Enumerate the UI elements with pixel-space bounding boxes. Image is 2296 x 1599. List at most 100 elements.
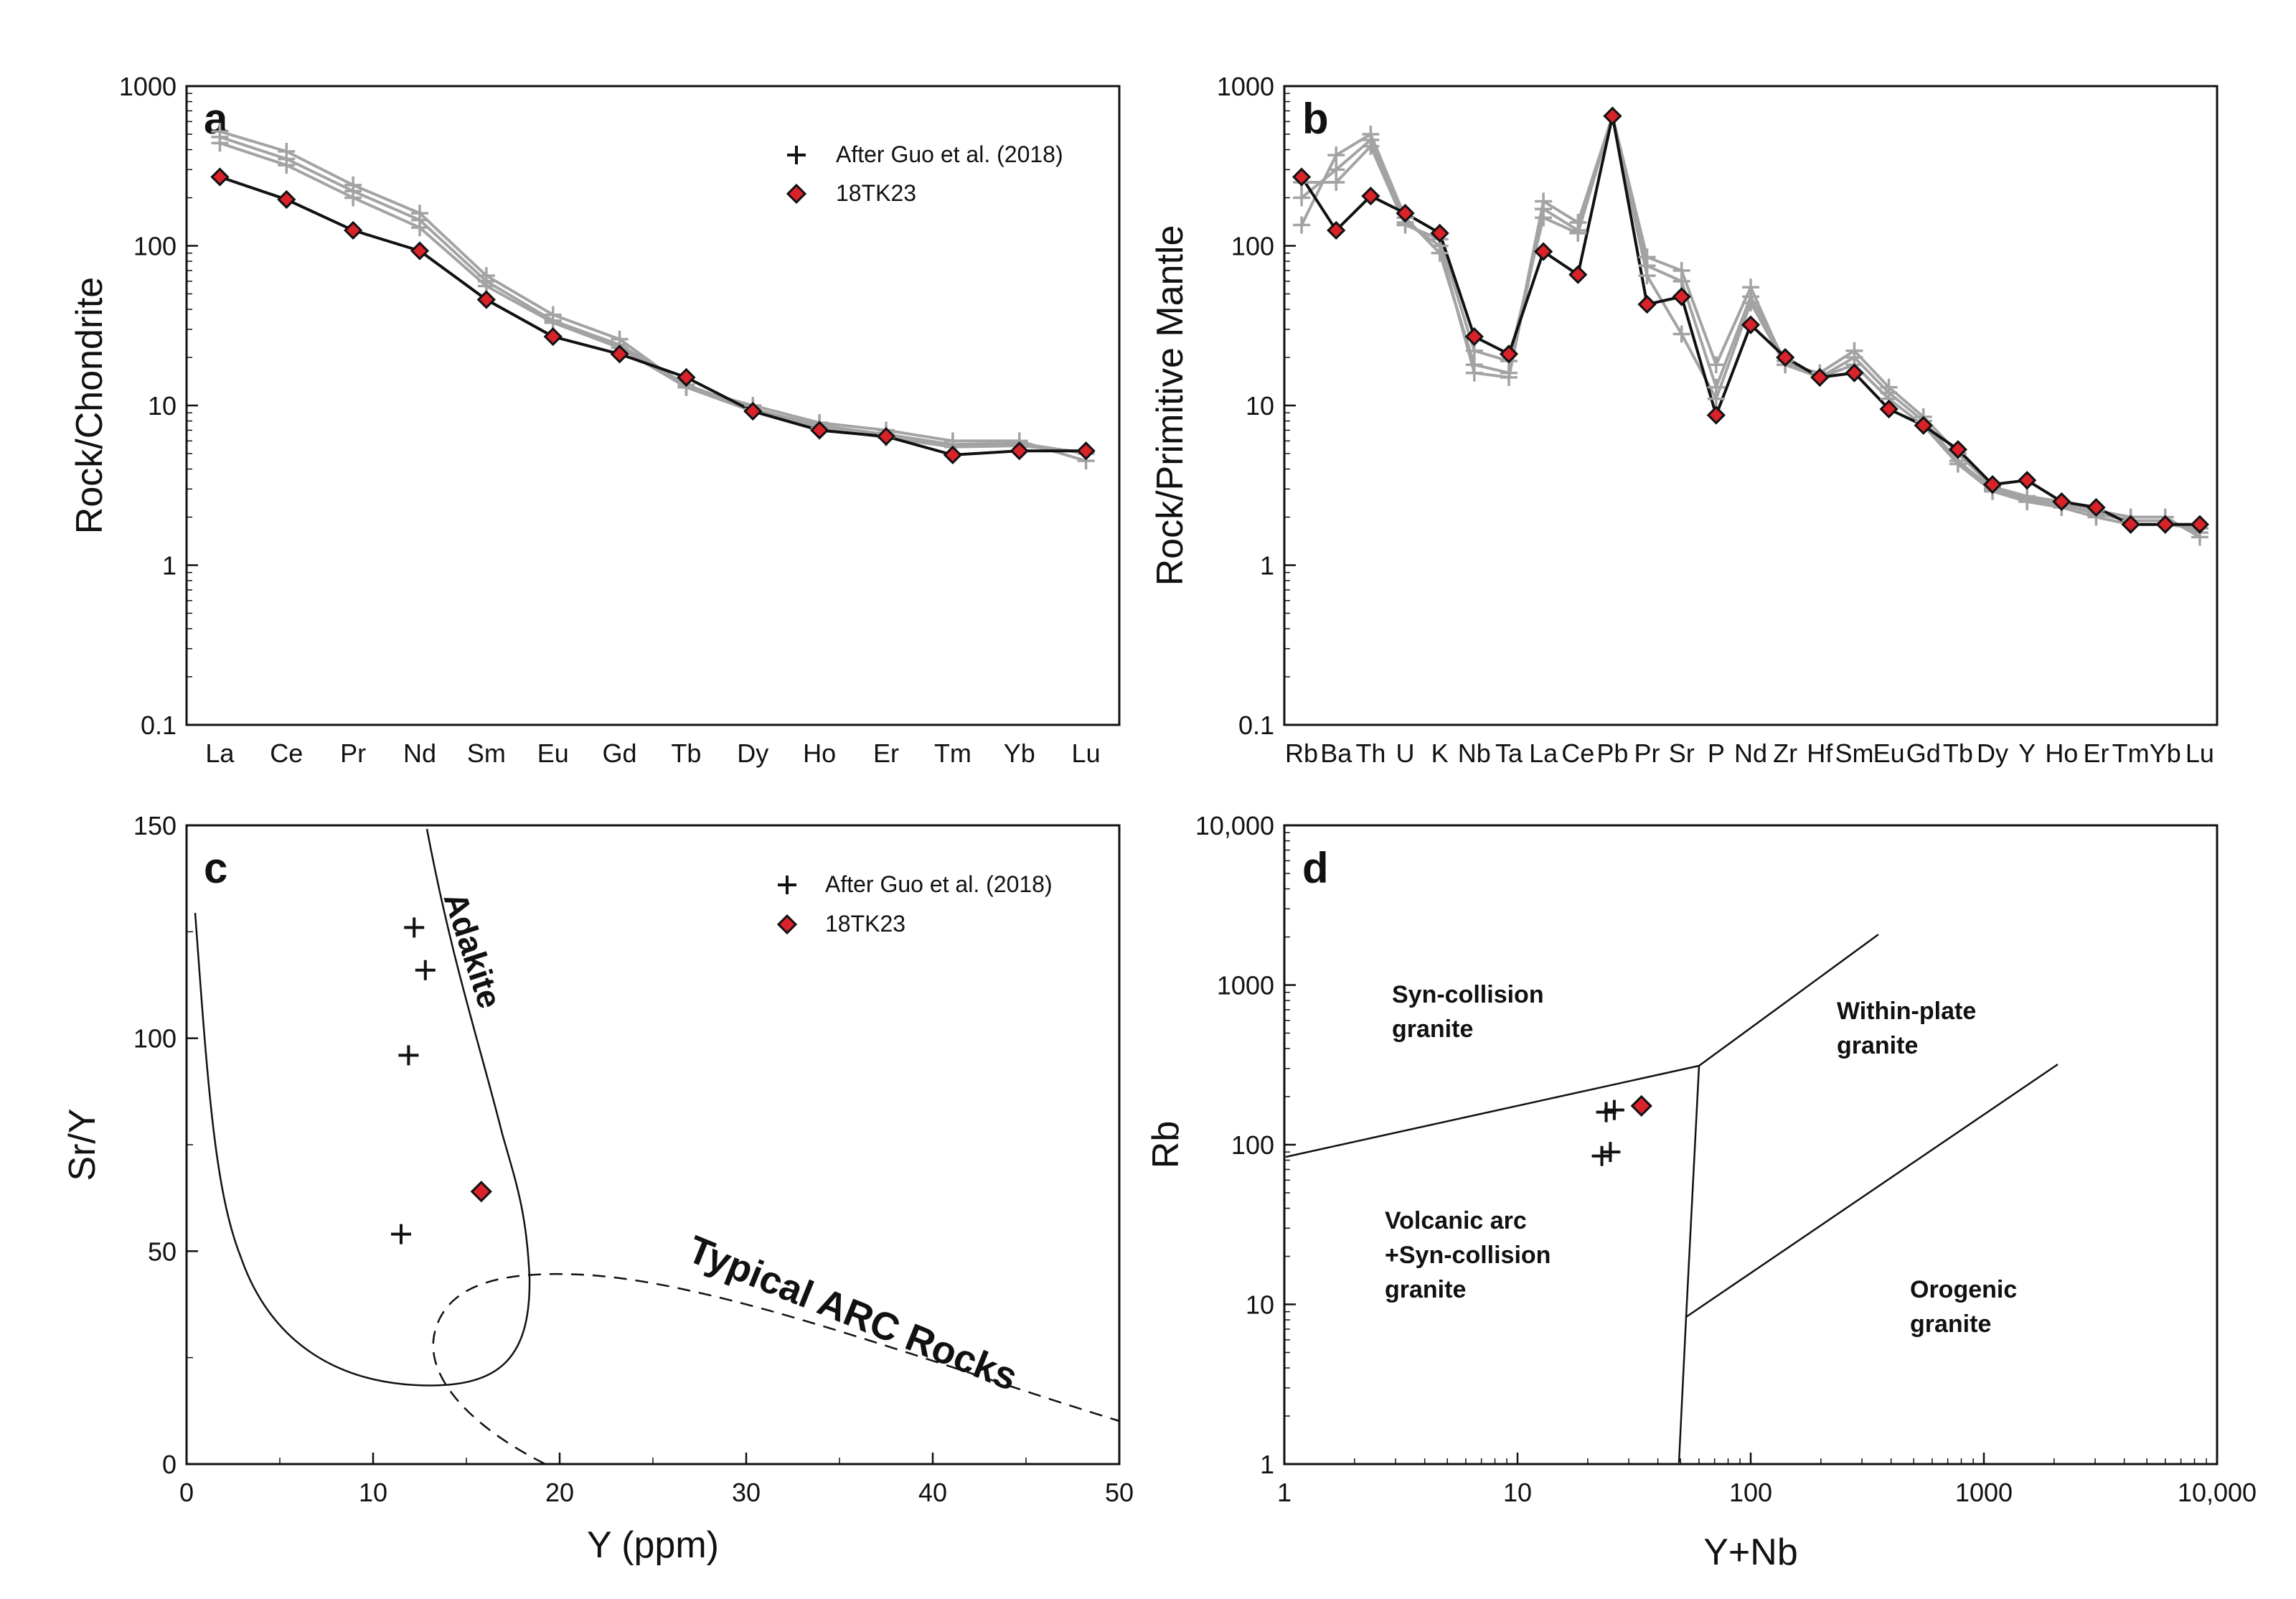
point-guo — [211, 134, 229, 152]
panel-a-ylabel: Rock/Chondrite — [69, 277, 110, 534]
point-18tk23 — [1776, 347, 1795, 367]
point-18tk23 — [2190, 515, 2210, 534]
panel-b-ylabel: Rock/Primitive Mantle — [1149, 225, 1191, 586]
x-tick-label: 100 — [1729, 1478, 1772, 1507]
x-category-label: Lu — [1072, 738, 1101, 768]
point-18tk23 — [1948, 440, 1968, 459]
point-guo — [1327, 146, 1345, 164]
panel-d-xlabel: Y+Nb — [1703, 1532, 1798, 1573]
panel-a: a Rock/Chondrite 0.1 1 10 100 1000 La Ce Pr Nd Sm… — [69, 72, 1121, 768]
x-category-label: Gd — [1906, 738, 1941, 768]
y-tick-label: 0 — [162, 1450, 177, 1479]
adakite-label: Adakite — [436, 888, 509, 1013]
point-guo — [398, 1045, 419, 1066]
point-18tk23 — [1327, 220, 1346, 240]
region-syn-collision: Syn-collision — [1392, 981, 1544, 1008]
point-18tk23 — [470, 1181, 492, 1203]
point-18tk23 — [1603, 106, 1622, 126]
point-18tk23 — [2155, 515, 2175, 534]
x-tick-label: 50 — [1105, 1478, 1134, 1507]
y-tick-label: 1000 — [1217, 72, 1274, 101]
region-volcanic-arc: Volcanic arc — [1385, 1207, 1527, 1234]
point-guo — [1604, 1099, 1624, 1120]
legend-diamond-label: 18TK23 — [836, 180, 916, 206]
point-18tk23 — [1706, 405, 1726, 425]
legend-cross-label: After Guo et al. (2018) — [825, 871, 1053, 897]
panel-c: c Y (ppm) Sr/Y 0 10 20 30 40 50 0 50 100 150 Adak… — [62, 811, 1134, 1566]
point-18tk23 — [1361, 187, 1380, 206]
point-guo — [1293, 216, 1311, 234]
point-guo — [1362, 137, 1380, 155]
x-category-label: Tm — [2112, 738, 2150, 768]
point-18tk23 — [2121, 515, 2140, 534]
y-tick-label: 1 — [1260, 1450, 1274, 1479]
point-18tk23 — [1076, 441, 1096, 461]
point-guo — [278, 156, 296, 174]
x-category-label: La — [1529, 738, 1558, 768]
point-18tk23 — [210, 167, 230, 187]
point-18tk23 — [1533, 242, 1553, 261]
boundary-syncol-vag — [1285, 1064, 1700, 1158]
x-category-label: Eu — [1873, 738, 1905, 768]
region-within-plate-2: granite — [1837, 1032, 1918, 1059]
point-guo — [391, 1224, 411, 1244]
region-volcanic-arc-3: granite — [1385, 1276, 1466, 1303]
discrimination-boundaries — [1285, 933, 2059, 1463]
point-guo — [1672, 272, 1690, 290]
point-18tk23 — [1464, 327, 1484, 347]
y-tick-label: 100 — [1231, 232, 1274, 261]
point-guo — [2018, 492, 2036, 510]
panel-a-frame — [185, 85, 1121, 726]
x-category-label: Sm — [1835, 738, 1873, 768]
point-18tk23 — [1810, 367, 1830, 387]
y-tick-label: 10 — [148, 391, 177, 421]
point-guo — [1707, 390, 1725, 408]
point-18tk23 — [1637, 294, 1657, 314]
x-category-label: Nb — [1458, 738, 1491, 768]
x-category-label: Ce — [1561, 738, 1594, 768]
point-guo — [1327, 173, 1345, 191]
series-line-guo-2 — [219, 141, 1086, 454]
x-category-label: P — [1708, 738, 1725, 768]
x-category-label: Pr — [1634, 738, 1660, 768]
point-18tk23 — [1914, 416, 1933, 435]
point-18tk23 — [876, 427, 896, 446]
x-category-label: Ho — [803, 738, 836, 768]
y-tick-label: 150 — [133, 811, 177, 840]
x-category-label: Dy — [737, 738, 768, 768]
x-category-label: Y — [2018, 738, 2036, 768]
region-volcanic-arc-2: +Syn-collision — [1385, 1242, 1551, 1269]
x-category-label: Lu — [2186, 738, 2214, 768]
x-category-label: K — [1431, 738, 1449, 768]
point-guo — [404, 917, 425, 938]
point-guo — [1600, 1142, 1621, 1163]
legend-diamond-marker — [776, 914, 798, 935]
x-tick-label: 0 — [179, 1478, 194, 1507]
y-tick-label: 100 — [133, 1024, 177, 1054]
panel-b-frame — [1283, 85, 2219, 726]
point-guo — [1591, 1145, 1612, 1166]
x-category-label: Th — [1355, 738, 1385, 768]
y-tick-label: 1000 — [119, 72, 177, 101]
point-18tk23 — [677, 367, 696, 387]
boundary-wpg-org — [1685, 1063, 2059, 1318]
point-18tk23 — [1741, 315, 1761, 334]
x-tick-label: 10,000 — [2178, 1478, 2257, 1507]
panel-b-letter: b — [1302, 95, 1329, 143]
x-category-label: Ta — [1495, 738, 1523, 768]
boundary-syncol-wpg — [1698, 933, 1879, 1067]
y-tick-label: 100 — [133, 232, 177, 261]
x-tick-label: 30 — [732, 1478, 761, 1507]
x-tick-label: 1 — [1277, 1478, 1292, 1507]
point-18tk23 — [1292, 167, 1312, 187]
panel-a-legend: After Guo et al. (2018) 18TK23 — [786, 141, 1063, 206]
y-tick-label: 50 — [148, 1237, 177, 1266]
y-tick-label: 10 — [1246, 1290, 1274, 1320]
point-18tk23 — [1845, 363, 1864, 383]
point-18tk23 — [1630, 1094, 1652, 1117]
x-category-label: La — [205, 738, 235, 768]
point-18tk23 — [543, 327, 563, 347]
adakite-field — [194, 828, 531, 1387]
x-category-label: Dy — [1977, 738, 2008, 768]
